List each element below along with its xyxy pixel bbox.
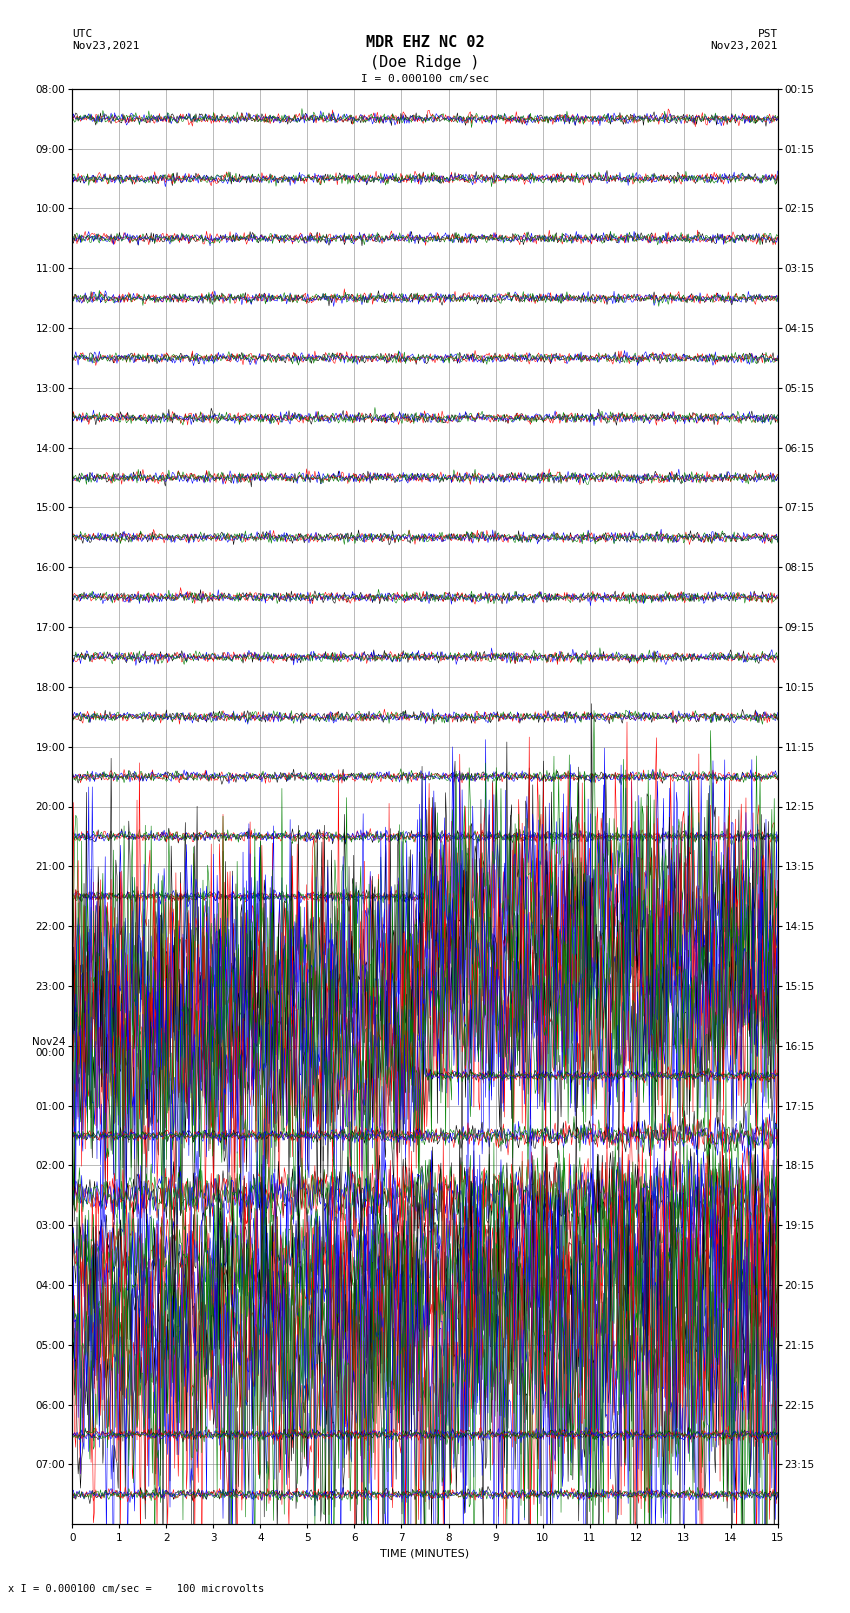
Text: PST
Nov23,2021: PST Nov23,2021 <box>711 29 778 50</box>
Text: (Doe Ridge ): (Doe Ridge ) <box>371 55 479 69</box>
Text: I = 0.000100 cm/sec: I = 0.000100 cm/sec <box>361 74 489 84</box>
Text: UTC
Nov23,2021: UTC Nov23,2021 <box>72 29 139 50</box>
X-axis label: TIME (MINUTES): TIME (MINUTES) <box>381 1548 469 1558</box>
Text: x I = 0.000100 cm/sec =    100 microvolts: x I = 0.000100 cm/sec = 100 microvolts <box>8 1584 264 1594</box>
Text: MDR EHZ NC 02: MDR EHZ NC 02 <box>366 35 484 50</box>
